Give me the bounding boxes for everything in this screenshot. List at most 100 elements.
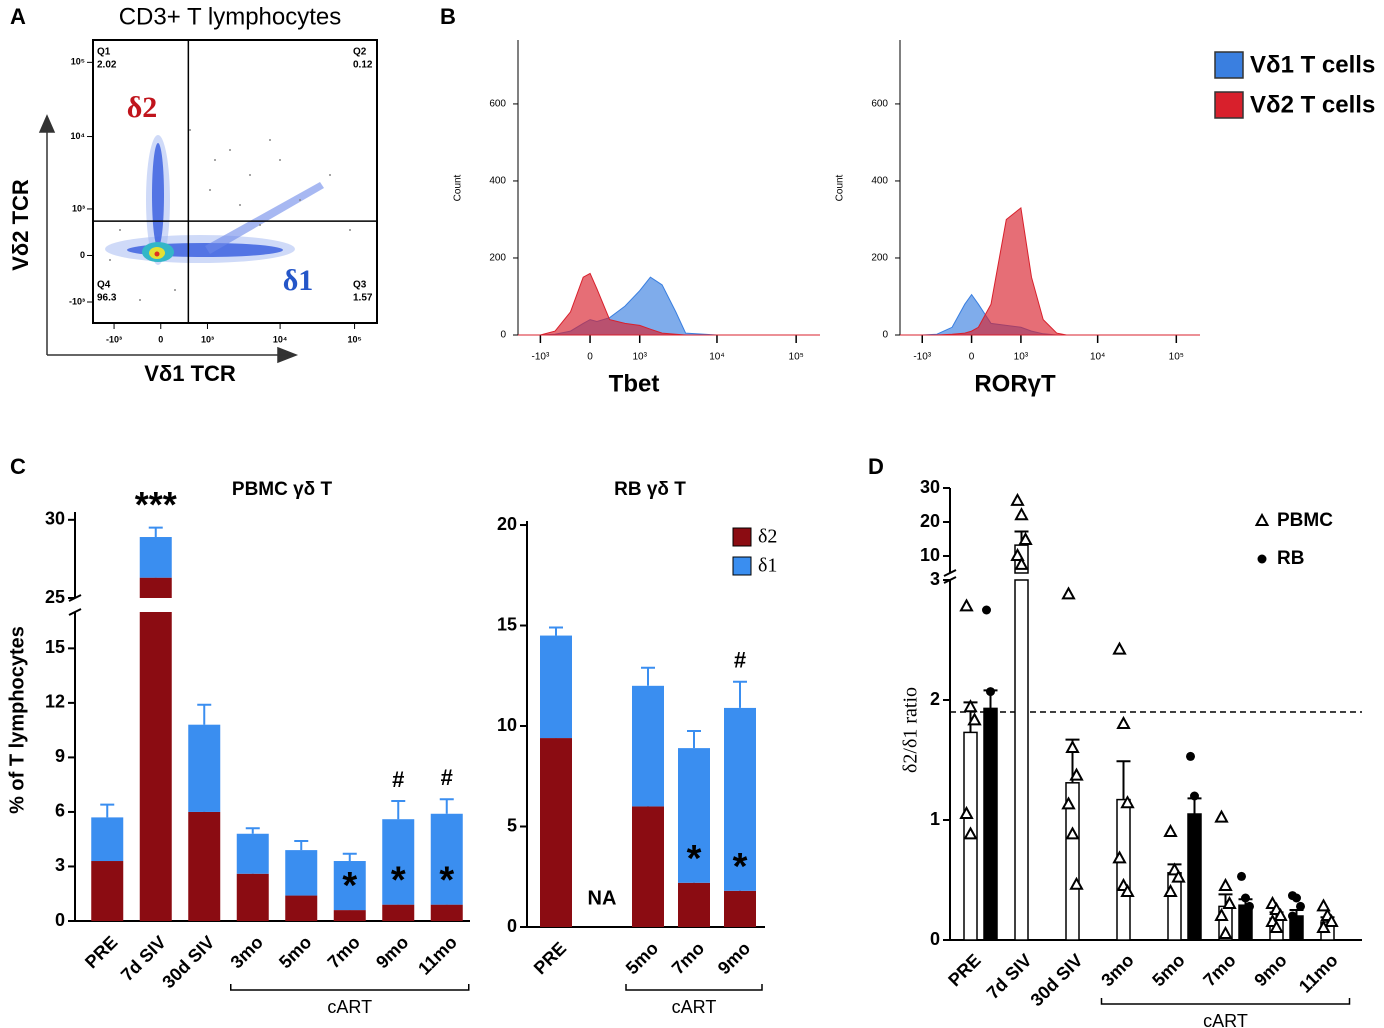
x-tick-label: 7mo bbox=[668, 938, 708, 978]
y-tick-label: 10⁵ bbox=[71, 57, 85, 67]
x-tick-label: 11mo bbox=[1295, 950, 1342, 997]
x-tick-label: 30d SIV bbox=[158, 932, 218, 992]
group-bracket bbox=[1100, 998, 1351, 1005]
y-tick-label: 6 bbox=[55, 801, 65, 821]
x-tick-label: 9mo bbox=[714, 938, 754, 978]
annotation: * bbox=[439, 860, 454, 902]
error-bar bbox=[100, 803, 115, 818]
error-bar bbox=[294, 840, 309, 851]
error-bar bbox=[245, 827, 260, 834]
legend-marker bbox=[1254, 512, 1270, 526]
bar-segment bbox=[632, 806, 664, 927]
y-tick-label: 10⁴ bbox=[71, 131, 85, 141]
y-tick-label: 0 bbox=[55, 910, 65, 930]
legend-swatch bbox=[1214, 51, 1244, 79]
bar-segment bbox=[139, 612, 172, 921]
bar-segment bbox=[430, 813, 463, 905]
data-point bbox=[1269, 919, 1284, 933]
x-tick-label: 5mo bbox=[1148, 950, 1188, 990]
annotation: # bbox=[392, 767, 404, 792]
y-tick-label: 3 bbox=[930, 569, 940, 589]
x-tick-label: -10³ bbox=[106, 334, 122, 344]
bar bbox=[1116, 798, 1131, 941]
y-tick-label: 9 bbox=[55, 746, 65, 766]
annotation: *** bbox=[135, 484, 177, 525]
quadrant-name: Q2 bbox=[353, 47, 367, 58]
error-bar bbox=[342, 852, 357, 862]
annotation: * bbox=[733, 846, 748, 888]
panel-letter: D bbox=[868, 454, 884, 479]
data-point bbox=[982, 605, 991, 615]
y-axis-label: Vδ2 TCR bbox=[8, 179, 33, 271]
group-label: cART bbox=[672, 997, 717, 1017]
data-point bbox=[1214, 809, 1229, 823]
bar bbox=[1167, 872, 1182, 941]
population-label: δ2 bbox=[127, 91, 158, 124]
y-tick-label: 30 bbox=[45, 509, 65, 529]
error-bar bbox=[148, 526, 163, 538]
bar-segment bbox=[540, 738, 572, 927]
x-tick-label: PRE bbox=[530, 938, 570, 978]
bar-segment bbox=[91, 817, 124, 862]
annotation: * bbox=[342, 865, 357, 907]
x-tick-label: 10⁴ bbox=[709, 352, 724, 363]
bar-segment bbox=[540, 635, 572, 739]
data-point bbox=[1296, 901, 1305, 911]
data-point bbox=[1292, 893, 1301, 903]
data-point bbox=[1120, 795, 1135, 809]
quadrant-name: Q4 bbox=[97, 280, 111, 291]
x-tick-label: 9mo bbox=[372, 932, 412, 972]
x-tick-label: 3mo bbox=[1097, 950, 1137, 990]
data-point bbox=[1163, 883, 1178, 897]
x-tick-label: 5mo bbox=[275, 932, 315, 972]
x-tick-label: 10³ bbox=[1014, 352, 1029, 363]
quadrant-value: 96.3 bbox=[97, 293, 117, 304]
data-point bbox=[1116, 715, 1131, 729]
data-point bbox=[1069, 767, 1084, 781]
error-bar bbox=[391, 800, 406, 820]
bar-segment bbox=[678, 882, 710, 927]
y-tick-label: 10³ bbox=[72, 203, 85, 213]
y-tick-label: 200 bbox=[871, 253, 888, 264]
histogram-area bbox=[518, 272, 820, 336]
error-bar bbox=[1187, 797, 1202, 814]
y-tick-label: 15 bbox=[45, 637, 65, 657]
group-bracket bbox=[625, 984, 763, 991]
legend-swatch bbox=[1214, 91, 1244, 119]
bar-segment bbox=[678, 748, 710, 883]
annotation: # bbox=[734, 648, 746, 673]
x-tick-label: 10³ bbox=[632, 352, 647, 363]
data-point bbox=[1065, 739, 1080, 753]
group-bracket bbox=[230, 984, 470, 991]
y-tick-label: 200 bbox=[489, 253, 506, 264]
x-tick-label: 10⁵ bbox=[789, 352, 804, 363]
bar-segment bbox=[724, 707, 756, 891]
error-bar bbox=[439, 798, 454, 814]
x-tick-label: 7mo bbox=[324, 932, 364, 972]
panel-letter: A bbox=[10, 4, 26, 29]
legend-label: Vδ2 T cells bbox=[1250, 91, 1375, 118]
error-bar bbox=[549, 626, 563, 636]
data-point bbox=[1163, 823, 1178, 837]
x-tick-label: 5mo bbox=[622, 938, 662, 978]
x-tick-label: PRE bbox=[944, 950, 984, 990]
bar bbox=[1014, 579, 1029, 941]
data-point bbox=[1061, 586, 1076, 600]
data-point bbox=[1112, 850, 1127, 864]
annotation: # bbox=[441, 765, 453, 790]
error-bar bbox=[1116, 760, 1131, 800]
quadrant-value: 0.12 bbox=[353, 60, 373, 71]
data-point bbox=[963, 699, 978, 713]
bar-segment bbox=[188, 724, 221, 812]
y-tick-label: 20 bbox=[920, 511, 940, 531]
bar-segment bbox=[333, 910, 366, 921]
quadrant-value: 1.57 bbox=[353, 293, 373, 304]
y-tick-label: 10 bbox=[497, 715, 517, 735]
chart-title: PBMC γδ T bbox=[232, 479, 333, 500]
y-tick-label: 0 bbox=[507, 916, 517, 936]
y-tick-label: 0 bbox=[882, 330, 888, 341]
bar-segment bbox=[285, 895, 318, 921]
legend-swatch bbox=[732, 527, 752, 547]
data-point bbox=[1171, 869, 1186, 883]
